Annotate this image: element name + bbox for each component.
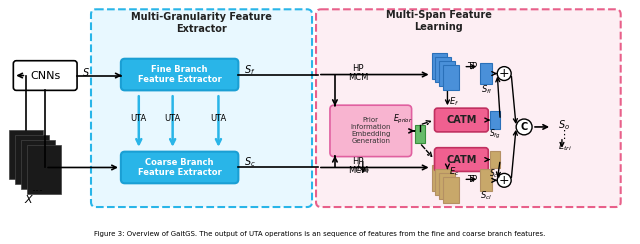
Text: $S_c$: $S_c$ <box>244 156 256 169</box>
Text: $S$: $S$ <box>82 66 90 78</box>
Bar <box>21 140 55 189</box>
Circle shape <box>516 119 532 135</box>
Text: CNNs: CNNs <box>30 71 60 81</box>
Text: $L_{ce}$: $L_{ce}$ <box>356 162 370 175</box>
Bar <box>444 177 460 203</box>
Text: $L_{tri}$: $L_{tri}$ <box>558 141 572 153</box>
Text: +: + <box>499 174 509 187</box>
Text: Fine Branch
Feature Extractor: Fine Branch Feature Extractor <box>138 65 221 84</box>
Bar <box>431 53 447 79</box>
Text: UTA: UTA <box>131 113 147 122</box>
Text: HP: HP <box>352 64 364 73</box>
Text: CATM: CATM <box>446 115 477 125</box>
Text: $S_{fg}$: $S_{fg}$ <box>489 128 501 142</box>
Text: $E_{prior}$: $E_{prior}$ <box>393 112 413 126</box>
Text: TP: TP <box>467 62 477 71</box>
Bar <box>415 125 424 143</box>
FancyBboxPatch shape <box>13 61 77 90</box>
Text: Coarse Branch
Feature Extractor: Coarse Branch Feature Extractor <box>138 158 221 177</box>
Text: Multi-Granularity Feature
Extractor: Multi-Granularity Feature Extractor <box>131 12 272 34</box>
Text: UTA: UTA <box>211 113 227 122</box>
Bar <box>28 145 61 194</box>
Bar <box>480 169 492 191</box>
Text: Prior
Information
Embedding
Generation: Prior Information Embedding Generation <box>351 117 391 144</box>
Text: CATM: CATM <box>446 154 477 164</box>
Bar <box>435 169 451 195</box>
Text: $S_{fl}$: $S_{fl}$ <box>481 83 492 96</box>
Bar <box>440 173 456 199</box>
Bar <box>440 61 456 86</box>
Text: $S_{cg}$: $S_{cg}$ <box>489 168 502 181</box>
FancyBboxPatch shape <box>435 148 488 172</box>
FancyBboxPatch shape <box>121 152 238 183</box>
Text: $S_{cl}$: $S_{cl}$ <box>480 190 492 202</box>
Text: $E_c$: $E_c$ <box>449 165 460 178</box>
Bar <box>435 57 451 82</box>
Text: +: + <box>499 67 509 80</box>
Text: UTA: UTA <box>164 113 180 122</box>
FancyBboxPatch shape <box>330 105 412 157</box>
Text: HP: HP <box>352 157 364 166</box>
Text: Figure 3: Overview of GaitGS. The output of UTA operations is an sequence of fea: Figure 3: Overview of GaitGS. The output… <box>94 231 546 237</box>
Bar <box>480 63 492 84</box>
Bar <box>490 111 500 129</box>
Bar <box>490 151 500 168</box>
FancyBboxPatch shape <box>91 9 312 207</box>
FancyBboxPatch shape <box>435 108 488 132</box>
FancyBboxPatch shape <box>121 59 238 90</box>
Text: $S_f$: $S_f$ <box>244 63 256 77</box>
Text: Multi-Span Feature
Learning: Multi-Span Feature Learning <box>385 10 492 32</box>
Circle shape <box>497 173 511 187</box>
FancyBboxPatch shape <box>316 9 621 207</box>
Text: $\vdots$: $\vdots$ <box>558 128 566 141</box>
Text: ...: ... <box>31 181 44 194</box>
Text: C: C <box>520 122 528 132</box>
Text: $X$: $X$ <box>24 193 35 205</box>
Bar <box>15 135 49 184</box>
Text: $E_f$: $E_f$ <box>449 96 460 109</box>
Circle shape <box>497 67 511 81</box>
Text: MCM: MCM <box>348 166 368 175</box>
Bar <box>10 130 44 179</box>
Text: $S_o$: $S_o$ <box>558 118 570 132</box>
Bar <box>431 165 447 191</box>
Text: MCM: MCM <box>348 73 368 82</box>
Text: TP: TP <box>467 175 477 184</box>
Bar <box>444 65 460 90</box>
